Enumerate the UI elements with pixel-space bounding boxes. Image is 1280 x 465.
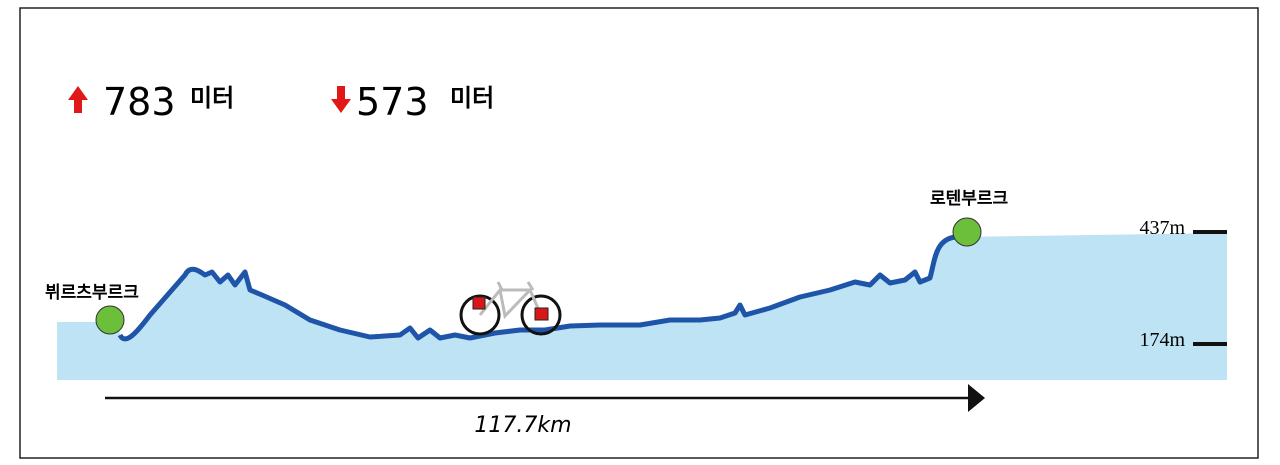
elevation-tick-label: 437m [1139,217,1185,239]
elevation-line [117,234,956,342]
bicycle [459,281,562,336]
down-arrow [331,86,351,113]
start-marker [95,305,125,335]
ascent-unit: 미터 [190,84,234,112]
end-marker [952,217,982,247]
frame [19,7,1259,459]
distance-arrow-head [968,384,985,412]
descent-value: 573 [356,80,429,124]
elevation-tick-label: 174m [1139,329,1185,351]
distance-label: 117.7km [474,413,571,438]
ascent-value: 783 [103,80,176,124]
end-label: 로텐부르크 [930,189,1009,209]
descent-unit: 미터 [450,84,494,112]
up-arrow [68,86,88,113]
start-label: 뷔르츠부르크 [45,283,139,303]
